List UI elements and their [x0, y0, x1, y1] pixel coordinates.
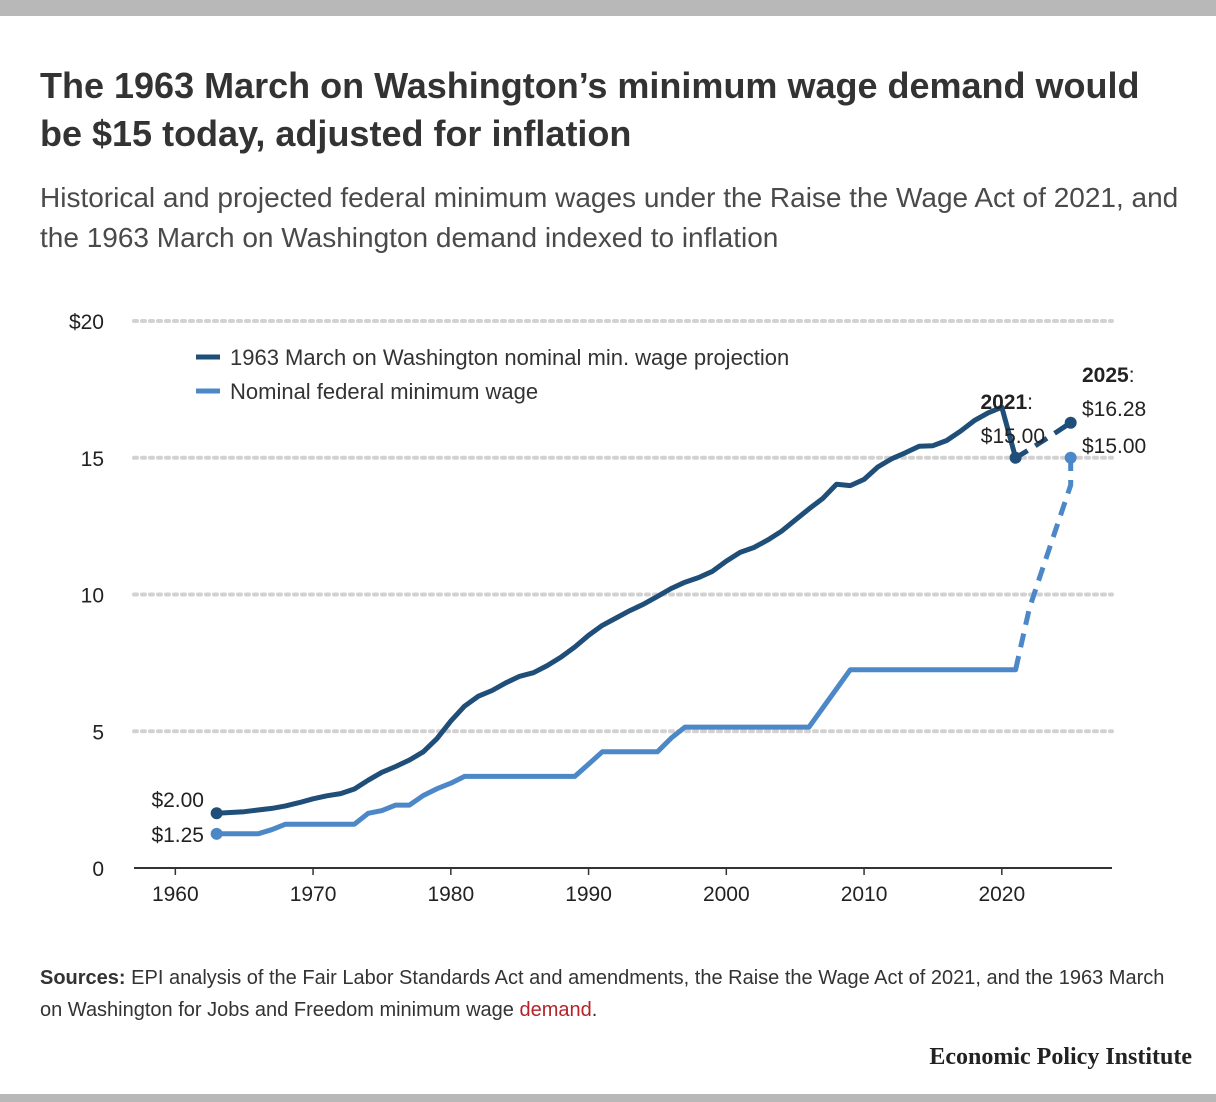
annotation-2025-upper-value: $16.28 — [1082, 398, 1146, 421]
series-projection-1 — [1014, 420, 1073, 460]
chart-subtitle: Historical and projected federal minimum… — [40, 182, 1179, 253]
annotation-2021-year-text: 2021 — [980, 391, 1027, 414]
sources-demand-link[interactable]: demand — [519, 999, 592, 1021]
series-2021-dot — [1009, 451, 1022, 464]
legend: 1963 March on Washington nominal min. wa… — [196, 345, 789, 404]
series-projection-2 — [1013, 457, 1074, 671]
start-label-lower: $1.25 — [151, 824, 204, 847]
x-tick-label: 1970 — [290, 883, 337, 906]
brand-logo-text: Economic Policy Institute — [929, 1044, 1192, 1070]
series-start-dot-2 — [210, 827, 223, 840]
y-tick-label: 5 — [92, 721, 104, 744]
series-markers — [210, 416, 1077, 840]
annotation-2021-value: $15.00 — [981, 425, 1045, 448]
annotations: $2.00 $1.25 2021: $15.00 2025: $16.28 $1… — [151, 364, 1146, 847]
line-chart: 0 5 10 15 $20 1960 1970 1980 1990 2000 2010 2020 19… — [69, 311, 1146, 906]
y-tick-label: 0 — [92, 858, 104, 881]
bottom-border-bar — [0, 1094, 1216, 1102]
x-tick-label: 1980 — [427, 883, 474, 906]
top-border-bar — [0, 0, 1216, 16]
series-end-dot-1 — [1064, 416, 1077, 429]
annotation-2025-year: 2025: — [1082, 364, 1135, 387]
x-tick-label: 2010 — [841, 883, 888, 906]
sources-note: Sources: EPI analysis of the Fair Labor … — [40, 962, 1180, 1026]
y-tick-label: 10 — [81, 585, 104, 608]
series-end-dot-2 — [1064, 451, 1077, 464]
series-lines — [214, 404, 1074, 837]
x-tick-label: 2000 — [703, 883, 750, 906]
x-tick-label: 1960 — [152, 883, 199, 906]
legend-label-nominal: Nominal federal minimum wage — [230, 379, 538, 404]
x-tick-label: 1990 — [565, 883, 612, 906]
chart-title: The 1963 March on Washington’s minimum w… — [40, 65, 1140, 154]
x-tick-label: 2020 — [978, 883, 1025, 906]
grid-lines — [132, 319, 1114, 734]
y-tick-label: $20 — [69, 311, 104, 334]
series-line-1 — [214, 404, 1019, 816]
legend-label-projection: 1963 March on Washington nominal min. wa… — [230, 345, 789, 370]
start-label-upper: $2.00 — [151, 789, 204, 812]
sources-end: . — [591, 999, 598, 1021]
annotation-2025-lower-value: $15.00 — [1082, 435, 1146, 458]
sources-text: EPI analysis of the Fair Labor Standards… — [40, 967, 1165, 1021]
annotation-2021-year: 2021: — [980, 391, 1033, 414]
annotation-2021-colon: : — [1027, 391, 1033, 414]
series-start-dot-1 — [210, 807, 223, 820]
annotation-2025-year-text: 2025 — [1082, 364, 1129, 387]
y-tick-label: 15 — [81, 448, 104, 471]
series-line-2 — [214, 667, 1019, 837]
axes: 0 5 10 15 $20 1960 1970 1980 1990 2000 2010 2020 — [69, 311, 1112, 906]
sources-lead: Sources: — [40, 967, 126, 989]
annotation-2025-colon: : — [1129, 364, 1135, 387]
